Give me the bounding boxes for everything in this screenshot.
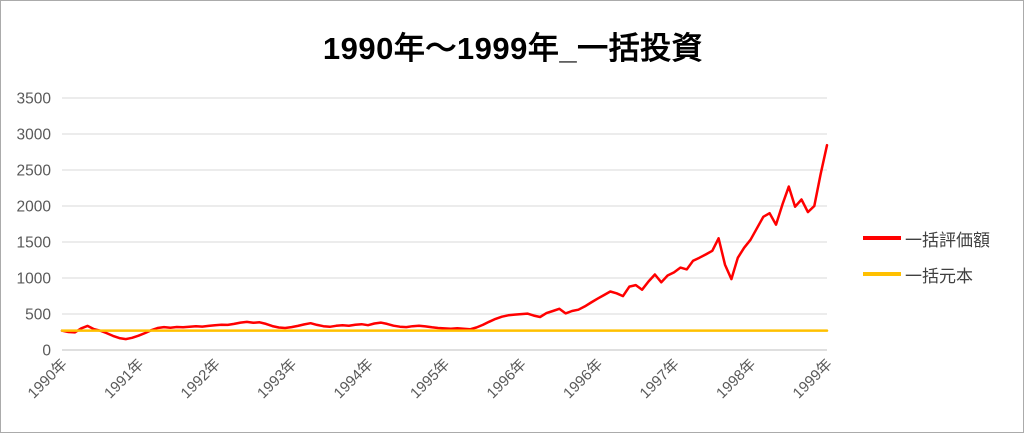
svg-text:1990年: 1990年 — [25, 356, 71, 402]
legend-item-valuation: 一括評価額 — [863, 225, 1021, 251]
svg-text:0: 0 — [42, 343, 51, 360]
svg-text:1991年: 1991年 — [101, 356, 147, 402]
svg-text:1992年: 1992年 — [178, 356, 224, 402]
svg-text:500: 500 — [25, 307, 51, 324]
svg-text:3000: 3000 — [17, 127, 52, 144]
svg-text:1996年: 1996年 — [484, 356, 530, 402]
legend-key-line-yellow — [863, 272, 901, 276]
svg-text:1500: 1500 — [17, 235, 52, 252]
legend: 一括評価額 一括元本 — [863, 225, 1021, 297]
svg-text:1996年: 1996年 — [560, 356, 606, 402]
svg-text:2000: 2000 — [17, 199, 52, 216]
svg-text:2500: 2500 — [17, 163, 52, 180]
legend-label-principal: 一括元本 — [905, 266, 973, 286]
svg-text:1993年: 1993年 — [254, 356, 300, 402]
legend-key-line-red — [863, 236, 901, 240]
svg-text:1995年: 1995年 — [407, 356, 453, 402]
legend-label-valuation: 一括評価額 — [905, 230, 990, 250]
svg-text:1994年: 1994年 — [331, 356, 377, 402]
svg-text:1997年: 1997年 — [637, 356, 683, 402]
svg-text:1999年: 1999年 — [790, 356, 836, 402]
svg-text:1998年: 1998年 — [713, 356, 759, 402]
chart-title: 1990年～1999年_一括投資 — [322, 31, 704, 66]
svg-text:3500: 3500 — [17, 91, 52, 108]
legend-item-principal: 一括元本 — [863, 261, 1021, 287]
svg-text:1000: 1000 — [17, 271, 52, 288]
